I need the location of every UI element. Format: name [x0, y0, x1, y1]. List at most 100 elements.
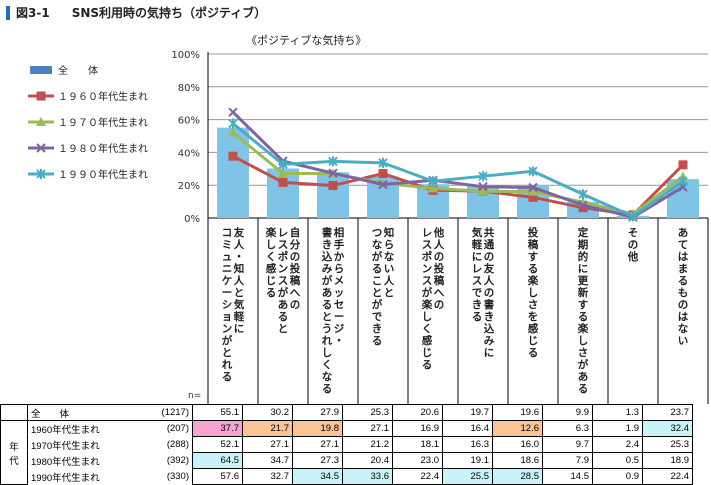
category-char: セ: [334, 299, 345, 311]
value-cell: 25.5: [442, 468, 493, 485]
category-char: る: [678, 275, 689, 287]
value-cell: 21.7: [242, 420, 293, 437]
point-1990年代生まれ-3: [378, 157, 388, 168]
value-cell: 28.5: [492, 468, 543, 485]
category-char: と: [322, 311, 333, 323]
category-char: く: [322, 359, 333, 371]
category-char: 書: [322, 226, 333, 239]
y-tick-label: 100%: [171, 50, 200, 61]
category-char: る: [222, 371, 233, 383]
category-char: つ: [372, 227, 383, 239]
point-1980年代生まれ-0: [228, 107, 238, 117]
category-char: 相: [334, 226, 345, 239]
point-1960年代生まれ-6: [528, 192, 538, 202]
category-char: 楽: [265, 226, 277, 239]
value-cell: 27.3: [292, 452, 343, 469]
category-char: の: [290, 299, 301, 311]
value-cell: 0.5: [592, 452, 643, 469]
category-char: レ: [278, 227, 289, 239]
category-char: に: [234, 323, 245, 335]
category-char: 楽: [577, 322, 589, 335]
category-char: へ: [290, 287, 301, 299]
chart-title: 《ポジティブな気持ち》: [246, 33, 366, 47]
category-char: 気: [233, 298, 245, 311]
point-1990年代生まれ-6: [528, 166, 538, 177]
legend-marker: [36, 117, 46, 126]
line-1990年代生まれ: [232, 122, 684, 219]
legend-label: １９９０年代生まれ: [58, 168, 148, 181]
category-char: し: [528, 287, 539, 299]
row-n: (392): [130, 452, 193, 469]
category-char: し: [422, 311, 433, 323]
category-char: る: [322, 299, 333, 311]
category-char: ス: [278, 275, 289, 287]
row-label: 1960年代生まれ: [27, 420, 130, 437]
legend-label: １９７０年代生まれ: [58, 116, 148, 129]
point-1990年代生まれ-9: [678, 176, 688, 187]
category-char: 新: [578, 286, 589, 299]
category-char: ら: [384, 239, 395, 251]
value-cell: 57.6: [192, 468, 243, 485]
category-char: 楽: [527, 274, 539, 287]
value-cell: 9.9: [542, 404, 593, 421]
table-row: 1990年代生まれ (330) 57.6 32.7 34.5 33.6 22.4 25.5 28…: [1, 468, 693, 485]
category-char: に: [578, 263, 589, 275]
value-cell: 25.3: [342, 404, 393, 421]
value-cell: 18.6: [492, 452, 543, 469]
category-char: で: [472, 287, 483, 299]
category-char: メ: [334, 275, 345, 287]
point-1960年代生まれ-3: [378, 169, 388, 179]
value-cell: 20.6: [392, 404, 443, 421]
category-char: る: [578, 383, 589, 395]
category-char: こ: [372, 275, 383, 287]
n-label: n=: [188, 391, 201, 401]
category-char: る: [578, 311, 589, 323]
category-char: ら: [334, 263, 345, 275]
category-char: 知: [384, 226, 395, 239]
value-cell: 37.7: [192, 420, 243, 437]
category-char: る: [528, 263, 539, 275]
category-char: さ: [528, 299, 539, 311]
category-char: 手: [334, 238, 345, 251]
chart: 《ポジティブな気持ち》 0% 20% 40% 60% 80% 100% 全 体 １９６０年代生ま…: [28, 33, 709, 404]
category-char: へ: [434, 287, 445, 299]
category-char: ・: [334, 335, 345, 347]
category-char: が: [222, 334, 233, 347]
category-char: と: [278, 323, 289, 335]
category-char: 友: [233, 226, 245, 239]
value-cell: 19.7: [442, 404, 493, 421]
category-char: が: [278, 286, 289, 299]
category-char: み: [322, 263, 333, 275]
point-1980年代生まれ-3: [378, 179, 388, 190]
y-tick-label: 40%: [178, 148, 200, 159]
category-char: き: [322, 239, 333, 251]
category-char: 人: [234, 238, 245, 251]
category-char: 気: [471, 226, 483, 239]
table-row: 全 体 (1217) 55.1 30.2 27.9 25.3 20.6 19.7 19.6 9.9…: [0, 404, 693, 421]
value-cell: 16.9: [392, 420, 443, 437]
category-char: な: [372, 239, 383, 251]
category-char: 期: [578, 238, 589, 251]
category-char: 感: [528, 322, 539, 335]
value-cell: 25.3: [642, 436, 693, 453]
category-char: て: [678, 239, 689, 251]
category-char: る: [528, 347, 539, 359]
point-1970年代生まれ-1: [278, 168, 288, 178]
row-label: 1990年代生まれ: [27, 468, 130, 485]
table-row: 1980年代生まれ (392) 64.5 34.7 27.3 20.4 23.0 19.1 18…: [1, 452, 693, 469]
value-cell: 34.5: [292, 468, 343, 485]
category-char: し: [266, 239, 277, 251]
category-char: 更: [578, 275, 589, 287]
category-char: ン: [278, 263, 289, 275]
y-tick-label: 20%: [178, 181, 200, 192]
category-char: の: [434, 299, 445, 311]
point-1980年代生まれ-7: [578, 200, 588, 210]
category-char: の: [434, 251, 445, 263]
value-cell: 20.4: [342, 452, 393, 469]
group-cell: [0, 404, 28, 421]
category-char: か: [334, 251, 345, 263]
category-char: じ: [528, 335, 539, 347]
